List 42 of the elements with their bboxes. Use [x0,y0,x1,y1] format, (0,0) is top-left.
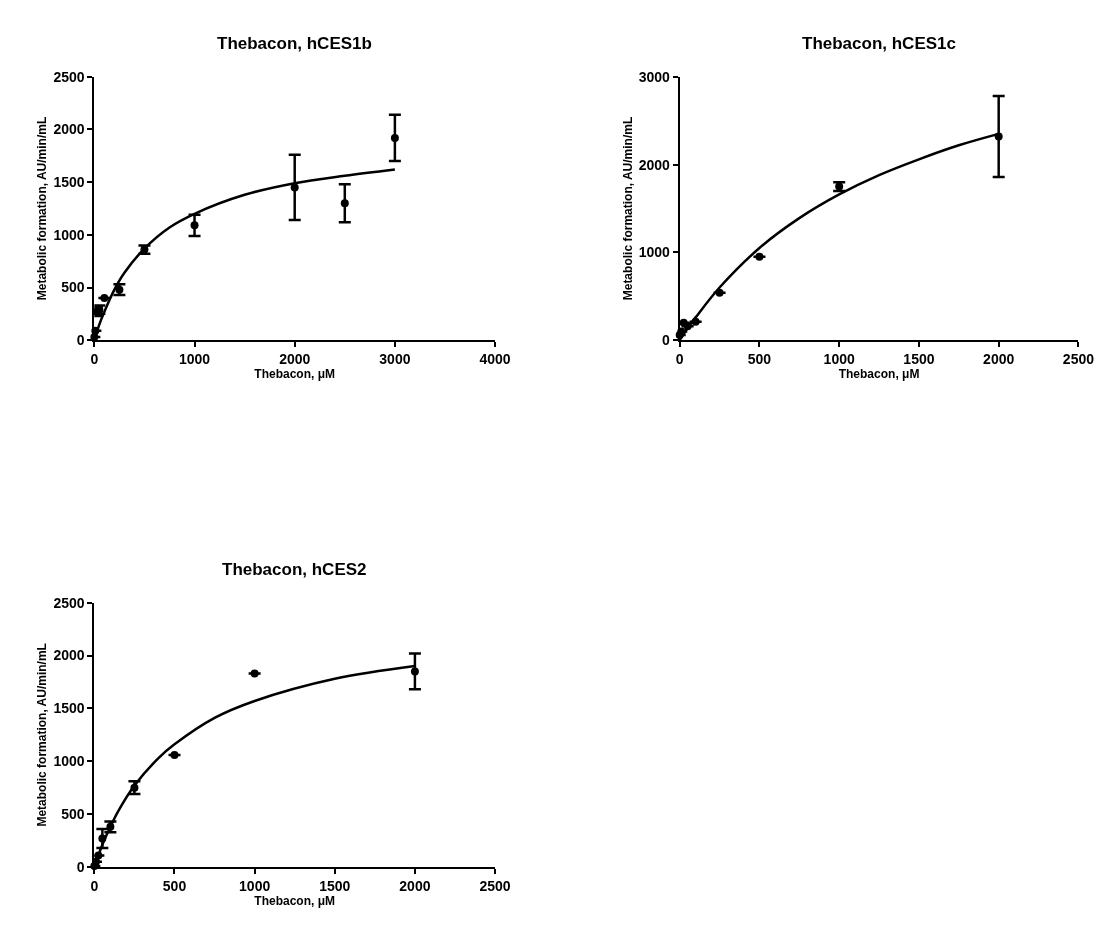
y-tick-label: 2000 [53,121,85,138]
y-axis-title: Metabolic formation, AU/min/mL [35,643,50,827]
y-tick-label: 0 [662,332,671,349]
x-tick-label: 1500 [319,877,351,894]
x-tick-label: 2000 [279,351,311,368]
x-tick-label: 3000 [379,351,411,368]
y-tick-label: 1500 [53,174,85,191]
x-tick-label: 1000 [178,351,211,368]
y-tick-label: 500 [61,806,85,823]
y-axis-title: Metabolic formation, AU/min/mL [35,116,50,301]
x-tick-label: 1000 [823,351,855,368]
y-tick-label: 1000 [53,226,85,243]
y-tick-label: 2500 [53,594,85,611]
y-tick-label: 1000 [638,244,671,261]
y-tick-label: 1500 [53,700,85,717]
x-tick-label: 2500 [1062,351,1095,368]
x-axis-title: Thebacon, μM [254,894,336,909]
x-axis-title: Thebacon, μM [838,367,920,382]
x-tick-label: 500 [162,877,187,894]
chart-title: Thebacon, hCES2 [222,560,367,579]
x-tick-label: 4000 [479,351,511,368]
x-tick-label: 2000 [983,351,1015,368]
chart-title: Thebacon, hCES1b [217,34,372,53]
y-tick-label: 2500 [53,68,85,85]
x-tick-label: 0 [675,351,684,368]
y-axis-title: Metabolic formation, AU/min/mL [620,116,635,301]
x-tick-label: 1000 [239,877,271,894]
x-axis-title: Thebacon, μM [254,367,336,382]
x-tick-label: 0 [90,351,99,368]
y-tick-label: 1000 [53,753,85,770]
y-tick-label: 3000 [638,68,671,85]
x-tick-label: 2000 [399,877,431,894]
x-tick-label: 0 [90,877,99,894]
y-tick-label: 0 [76,332,85,349]
x-tick-label: 2500 [479,877,511,894]
chart-title: Thebacon, hCES1c [802,34,956,53]
y-tick-label: 500 [61,279,85,296]
x-tick-label: 1500 [903,351,935,368]
x-tick-label: 500 [747,351,772,368]
y-tick-label: 2000 [638,156,671,173]
y-tick-label: 0 [76,858,85,875]
y-tick-label: 2000 [53,647,85,664]
